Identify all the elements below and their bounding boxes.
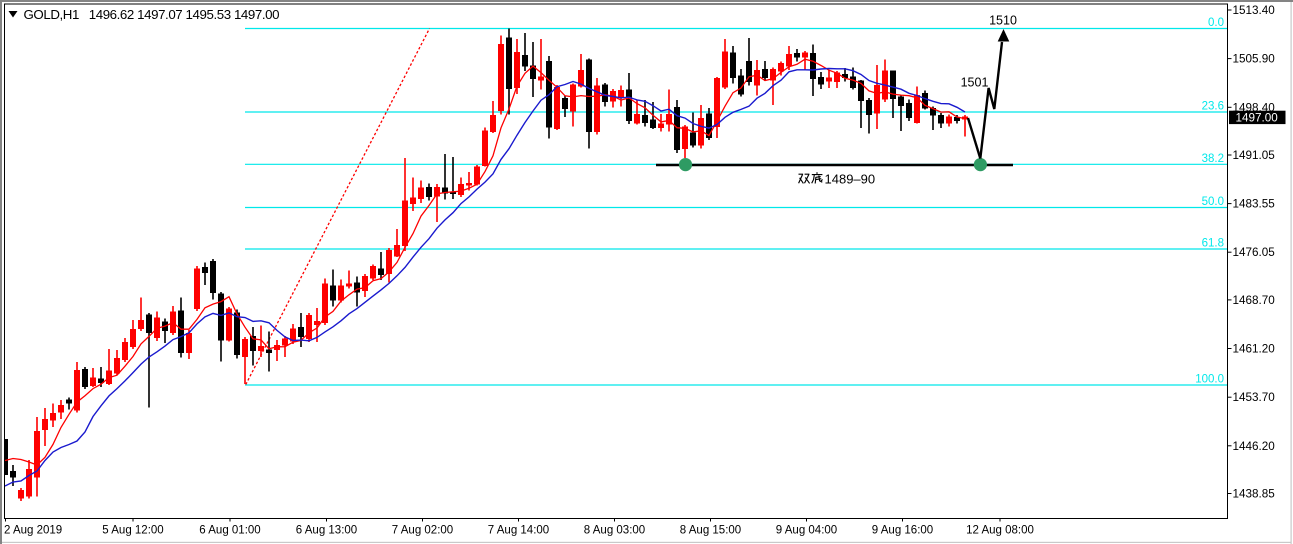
svg-text:GOLD,H1 1496.62 1497.07 1495: GOLD,H1 1496.62 1497.07 1495.53 1497.00 bbox=[24, 7, 280, 22]
svg-text:7 Aug 14:00: 7 Aug 14:00 bbox=[488, 525, 549, 537]
svg-text:8 Aug 15:00: 8 Aug 15:00 bbox=[680, 525, 741, 537]
svg-text:5 Aug 12:00: 5 Aug 12:00 bbox=[102, 525, 163, 537]
svg-text:1505.90: 1505.90 bbox=[1233, 53, 1276, 66]
svg-text:1483.55: 1483.55 bbox=[1233, 198, 1276, 211]
svg-text:2 Aug 2019: 2 Aug 2019 bbox=[4, 525, 62, 537]
svg-text:1497.00: 1497.00 bbox=[1236, 111, 1279, 124]
svg-text:1501: 1501 bbox=[961, 76, 989, 90]
svg-text:9 Aug 04:00: 9 Aug 04:00 bbox=[776, 525, 837, 537]
svg-text:61.8: 61.8 bbox=[1202, 238, 1224, 250]
svg-text:1461.20: 1461.20 bbox=[1233, 343, 1276, 356]
svg-text:1513.40: 1513.40 bbox=[1233, 4, 1276, 17]
svg-text:50.0: 50.0 bbox=[1202, 196, 1224, 208]
svg-text:1510: 1510 bbox=[989, 14, 1017, 28]
svg-text:6 Aug 01:00: 6 Aug 01:00 bbox=[199, 525, 260, 537]
svg-text:6 Aug 13:00: 6 Aug 13:00 bbox=[296, 525, 357, 537]
svg-text:12 Aug 08:00: 12 Aug 08:00 bbox=[966, 525, 1034, 537]
svg-text:1446.20: 1446.20 bbox=[1233, 440, 1276, 453]
svg-text:8 Aug 03:00: 8 Aug 03:00 bbox=[584, 525, 645, 537]
svg-text:1453.70: 1453.70 bbox=[1233, 391, 1276, 404]
svg-text:1476.05: 1476.05 bbox=[1233, 246, 1276, 259]
svg-text:1489–90: 1489–90 bbox=[825, 172, 876, 187]
svg-text:38.2: 38.2 bbox=[1202, 153, 1224, 165]
svg-text:1491.05: 1491.05 bbox=[1233, 149, 1276, 162]
svg-text:1438.85: 1438.85 bbox=[1233, 488, 1276, 501]
svg-text:7 Aug 02:00: 7 Aug 02:00 bbox=[392, 525, 453, 537]
svg-text:1468.70: 1468.70 bbox=[1233, 294, 1276, 307]
svg-text:100.0: 100.0 bbox=[1195, 374, 1224, 386]
svg-text:23.6: 23.6 bbox=[1202, 101, 1224, 113]
svg-text:9 Aug 16:00: 9 Aug 16:00 bbox=[872, 525, 933, 537]
svg-text:0.0: 0.0 bbox=[1208, 17, 1224, 29]
